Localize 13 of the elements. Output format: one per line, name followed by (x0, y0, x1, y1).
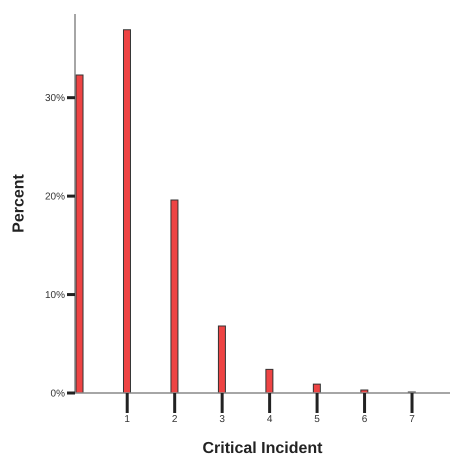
x-tick-label: 7 (409, 414, 416, 426)
y-axis-title: Percent (10, 173, 28, 233)
y-tick-label: 20% (44, 192, 66, 203)
y-tick-label: 10% (44, 290, 66, 302)
x-tick-label: 5 (314, 414, 320, 426)
x-tick-label: 3 (219, 414, 226, 426)
x-tick-label: 2 (172, 414, 178, 426)
x-tick-label: 1 (124, 414, 130, 426)
x-axis-title: Critical Incident (202, 440, 324, 457)
y-tick-label: 30% (44, 93, 66, 104)
y-tick-label: 0% (50, 388, 66, 400)
x-tick-label: 4 (266, 414, 273, 426)
x-tick-label: 6 (362, 414, 368, 426)
